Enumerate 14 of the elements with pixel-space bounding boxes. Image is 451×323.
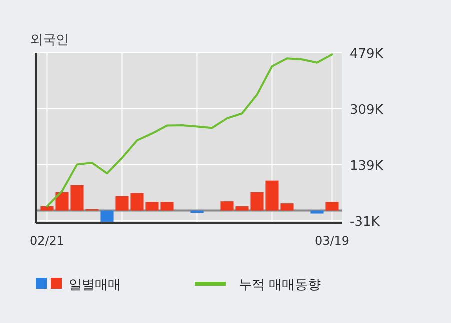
y-tick-label: -31K	[350, 215, 380, 230]
bar	[310, 210, 324, 214]
y-tick-label: 479K	[350, 47, 384, 62]
y-tick-label: 139K	[350, 159, 384, 174]
legend-label: 누적 매매동향	[239, 278, 322, 293]
bar	[100, 210, 114, 223]
x-tick-label: 02/21	[30, 234, 65, 248]
bar	[190, 210, 204, 214]
legend-label: 일별매매	[69, 278, 121, 293]
line-series	[46, 54, 334, 208]
chart-title: 외국인	[30, 33, 69, 48]
bar	[326, 202, 339, 211]
x-tick-label: 03/19	[314, 234, 350, 248]
y-tick-label: 309K	[350, 103, 384, 118]
